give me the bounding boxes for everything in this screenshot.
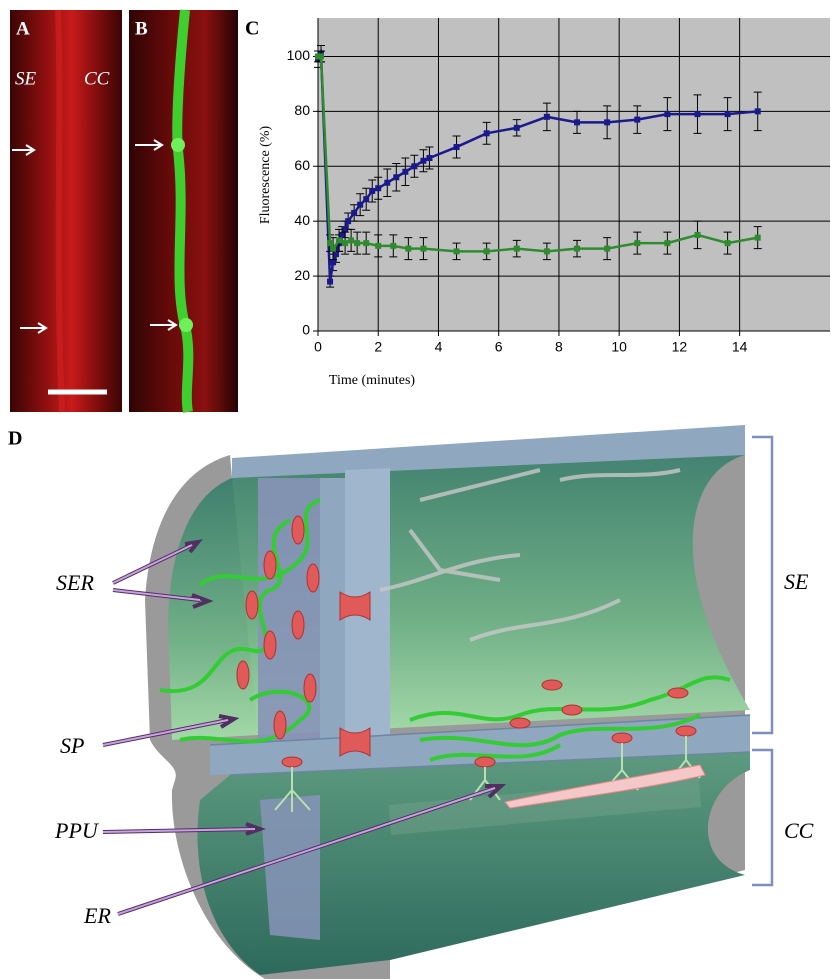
x-tick-label: 2 (374, 339, 382, 355)
x-tick-label: 4 (435, 339, 443, 355)
data-point (754, 108, 761, 115)
x-tick-label: 10 (611, 339, 627, 355)
data-point (426, 155, 433, 162)
data-point (453, 248, 460, 255)
diagram-label: SP (60, 733, 84, 758)
data-point (483, 248, 490, 255)
y-tick-label: 0 (302, 322, 310, 338)
diagram-label: ER (83, 903, 111, 928)
data-point (694, 111, 701, 118)
data-point (411, 163, 418, 170)
data-point (348, 237, 355, 244)
data-point (754, 234, 761, 241)
data-point (375, 242, 382, 249)
y-tick-label: 60 (294, 157, 310, 173)
data-point (634, 240, 641, 247)
data-point (420, 157, 427, 164)
x-tick-label: 8 (555, 339, 563, 355)
data-point (724, 111, 731, 118)
data-point (634, 116, 641, 123)
data-point (393, 174, 400, 181)
data-point (330, 245, 337, 252)
x-tick-label: 6 (495, 339, 503, 355)
panel-label: A (16, 18, 30, 39)
micrograph-label: SE (15, 68, 37, 89)
data-point (420, 245, 427, 252)
panel-label: D (8, 428, 22, 450)
x-tick-label: 14 (732, 339, 748, 355)
chart: 0 20 40 60 80 100 0 2 4 6 8 10 12 14 (287, 18, 830, 355)
data-point (384, 179, 391, 186)
data-point (513, 245, 520, 252)
data-point (351, 209, 358, 216)
data-point (369, 187, 376, 194)
data-point (354, 240, 361, 247)
data-point (483, 130, 490, 137)
data-point (345, 218, 352, 225)
data-point (604, 245, 611, 252)
data-point (543, 248, 550, 255)
data-point (694, 231, 701, 238)
data-point (339, 231, 346, 238)
diagram-label: PPU (54, 818, 100, 843)
data-point (405, 245, 412, 252)
data-point (336, 237, 343, 244)
data-point (327, 278, 334, 285)
diagram-label: SER (56, 570, 94, 595)
data-point (318, 53, 325, 60)
micrograph-label: CC (84, 68, 110, 89)
data-point (664, 111, 671, 118)
data-point (363, 196, 370, 203)
y-tick-label: 40 (294, 212, 310, 228)
data-point (363, 240, 370, 247)
y-tick-label: 80 (294, 102, 310, 118)
data-point (390, 242, 397, 249)
data-point (315, 53, 321, 60)
x-tick-label: 12 (672, 339, 688, 355)
data-point (327, 240, 334, 247)
y-tick-label: 20 (294, 267, 310, 283)
data-point (342, 226, 349, 233)
data-point (333, 251, 340, 258)
diagram: SER SP PPU ER SE CC (54, 425, 814, 979)
data-point (375, 185, 382, 192)
panel-label: B (135, 18, 148, 39)
bracket-label: CC (784, 818, 814, 843)
data-point (574, 119, 581, 126)
x-tick-label: 0 (314, 339, 322, 355)
data-point (664, 240, 671, 247)
data-point (342, 240, 349, 247)
data-point (574, 245, 581, 252)
panel-label: C (245, 18, 259, 40)
data-point (724, 240, 731, 247)
data-point (402, 168, 409, 175)
data-point (330, 259, 337, 266)
y-tick-label: 100 (287, 47, 311, 63)
micrograph-b: B (129, 9, 238, 413)
data-point (357, 201, 364, 208)
data-point (453, 144, 460, 151)
data-point (543, 113, 550, 120)
data-point (604, 119, 611, 126)
bracket-label: SE (784, 569, 809, 594)
x-axis-title: Time (minutes) (329, 373, 416, 388)
y-axis-title: Fluorescence (%) (258, 125, 273, 224)
micrograph-a: A SE CC (10, 9, 122, 413)
data-point (513, 124, 520, 131)
